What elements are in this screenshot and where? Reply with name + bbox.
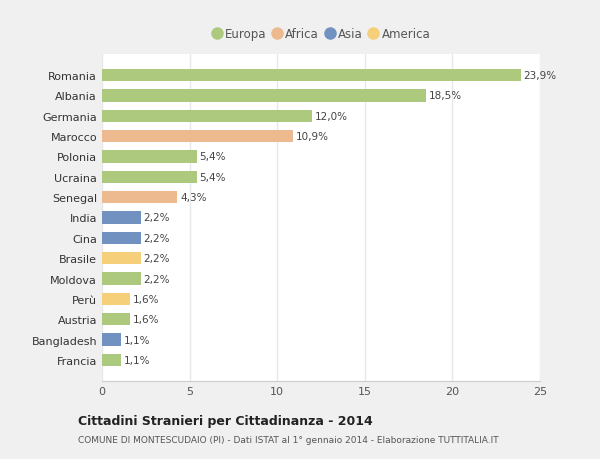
Text: 12,0%: 12,0% bbox=[315, 112, 348, 122]
Bar bbox=[102, 151, 197, 163]
Text: 18,5%: 18,5% bbox=[429, 91, 462, 101]
Text: 5,4%: 5,4% bbox=[199, 173, 226, 182]
Bar bbox=[102, 273, 140, 285]
Text: 2,2%: 2,2% bbox=[143, 213, 170, 223]
Bar bbox=[102, 90, 426, 102]
Text: 2,2%: 2,2% bbox=[143, 274, 170, 284]
Text: 2,2%: 2,2% bbox=[143, 254, 170, 263]
Bar bbox=[102, 293, 130, 305]
Text: 5,4%: 5,4% bbox=[199, 152, 226, 162]
Legend: Europa, Africa, Asia, America: Europa, Africa, Asia, America bbox=[212, 28, 430, 41]
Bar bbox=[102, 232, 140, 244]
Text: 23,9%: 23,9% bbox=[523, 71, 556, 81]
Text: Cittadini Stranieri per Cittadinanza - 2014: Cittadini Stranieri per Cittadinanza - 2… bbox=[78, 414, 373, 428]
Bar bbox=[102, 111, 312, 123]
Text: COMUNE DI MONTESCUDAIO (PI) - Dati ISTAT al 1° gennaio 2014 - Elaborazione TUTTI: COMUNE DI MONTESCUDAIO (PI) - Dati ISTAT… bbox=[78, 435, 499, 443]
Bar bbox=[102, 354, 121, 366]
Bar bbox=[102, 70, 521, 82]
Text: 10,9%: 10,9% bbox=[296, 132, 329, 142]
Bar bbox=[102, 212, 140, 224]
Text: 2,2%: 2,2% bbox=[143, 233, 170, 243]
Text: 1,1%: 1,1% bbox=[124, 335, 151, 345]
Bar bbox=[102, 252, 140, 265]
Text: 1,6%: 1,6% bbox=[133, 294, 159, 304]
Bar bbox=[102, 171, 197, 184]
Bar bbox=[102, 131, 293, 143]
Text: 4,3%: 4,3% bbox=[180, 193, 206, 203]
Bar bbox=[102, 192, 178, 204]
Text: 1,1%: 1,1% bbox=[124, 355, 151, 365]
Bar bbox=[102, 313, 130, 325]
Bar bbox=[102, 334, 121, 346]
Text: 1,6%: 1,6% bbox=[133, 314, 159, 325]
